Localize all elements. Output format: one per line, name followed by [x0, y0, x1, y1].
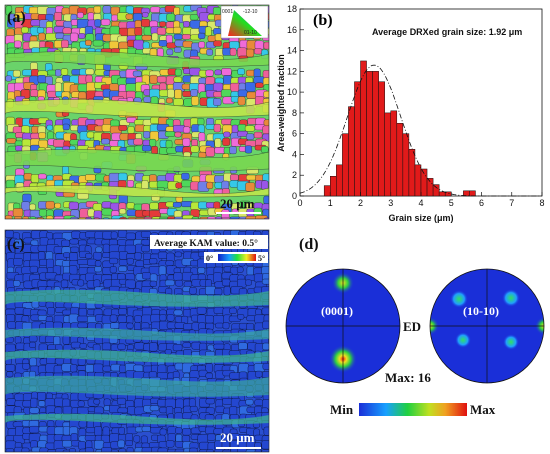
panel-d-label: (d): [299, 236, 319, 253]
scale-bar-c: [216, 447, 261, 449]
kam-min-label: 0°: [206, 254, 213, 263]
ipf-key-12-10: -12-10: [243, 9, 258, 15]
histogram-bar: [396, 123, 404, 197]
histogram-bar: [438, 191, 446, 197]
pf1-label: (0001): [321, 304, 353, 318]
histogram-bar: [336, 164, 343, 197]
panel-c: (c) Average KAM value: 0.5° 0° 5° 20 μm: [0, 228, 275, 454]
histogram-bar: [384, 112, 391, 197]
legend-max-label: Max: [470, 402, 496, 417]
fit-curve: [299, 64, 542, 197]
kam-annotation: Average KAM value: 0.5°: [154, 238, 258, 249]
x-tick-label: 3: [388, 198, 393, 208]
histogram-bar: [378, 81, 385, 197]
histogram-bar: [360, 60, 367, 197]
chart-annotation: Average DRXed grain size: 1.92 μm: [372, 27, 522, 37]
pole-figure-colorbar: [359, 403, 467, 416]
x-tick-label: 6: [479, 198, 484, 208]
histogram-bar: [330, 176, 337, 197]
y-tick-label: 10: [287, 87, 297, 97]
y-tick-label: 18: [287, 4, 297, 14]
scale-bar-a: [216, 212, 261, 214]
histogram-bar: [414, 164, 422, 197]
y-tick-label: 16: [287, 25, 297, 35]
y-tick-label: 8: [292, 108, 297, 118]
kam-colorbar: [218, 254, 256, 261]
x-tick-label: 2: [358, 198, 363, 208]
y-tick-label: 6: [292, 129, 297, 139]
y-tick-label: 14: [287, 46, 297, 56]
panel-a: 0001 -12-10 01-10 (a) 20 μm: [0, 0, 275, 226]
pf2-label: (10-10): [463, 304, 499, 318]
y-tick-label: 2: [292, 170, 297, 180]
legend-min-label: Min: [330, 402, 354, 417]
y-axis-label: Area-weighted fraction: [276, 54, 286, 152]
x-tick-label: 8: [539, 198, 544, 208]
ipf-key-triangle: [228, 10, 262, 36]
histogram-bar: [402, 133, 410, 197]
histogram-bar: [348, 106, 355, 197]
y-tick-label: 12: [287, 66, 297, 76]
histogram-bar: [469, 190, 476, 197]
histogram-bar: [354, 81, 361, 197]
scale-bar-a-label: 20 μm: [220, 196, 255, 211]
panel-b-label: (b): [313, 12, 333, 29]
ipf-map: 0001 -12-10 01-10 (a) 20 μm: [4, 4, 270, 220]
histogram-bar: [390, 110, 398, 197]
y-tick-label: 0: [292, 191, 297, 201]
ipf-key-0001: 0001: [222, 9, 233, 15]
panel-a-label: (a): [7, 9, 26, 26]
x-tick-label: 0: [297, 198, 302, 208]
histogram-bar: [432, 184, 440, 197]
ed-label: ED: [403, 319, 421, 334]
histogram-bar: [408, 149, 416, 197]
panel-d: (d) (0001) (10-10) ED Max: 16 Min Max: [275, 228, 550, 454]
x-axis-label: Grain size (μm): [388, 213, 453, 223]
histogram-bar: [372, 71, 379, 197]
pole-figures: (d) (0001) (10-10) ED Max: 16 Min Max: [285, 236, 545, 417]
kam-max-label: 5°: [258, 254, 265, 263]
histogram-bar: [323, 185, 331, 197]
scale-bar-c-label: 20 μm: [220, 430, 255, 445]
kam-map: (c) Average KAM value: 0.5° 0° 5° 20 μm: [4, 229, 270, 453]
x-tick-label: 1: [328, 198, 333, 208]
histogram-bar: [366, 71, 373, 197]
ipf-key-01-10: 01-10: [244, 30, 257, 36]
x-tick-label: 4: [418, 198, 423, 208]
kam-annotation-box: [150, 235, 268, 249]
x-tick-label: 7: [509, 198, 514, 208]
max-label: Max: 16: [385, 370, 431, 385]
x-tick-label: 5: [449, 198, 454, 208]
panel-c-label: (c): [7, 236, 25, 253]
y-tick-label: 4: [292, 149, 297, 159]
histogram-bar: [342, 133, 349, 197]
panel-b: 0 1 2 3 4 5 6 7 8 0 2 4 6 8 10 12 14 16 18 (b) Average DRX…: [275, 0, 550, 226]
